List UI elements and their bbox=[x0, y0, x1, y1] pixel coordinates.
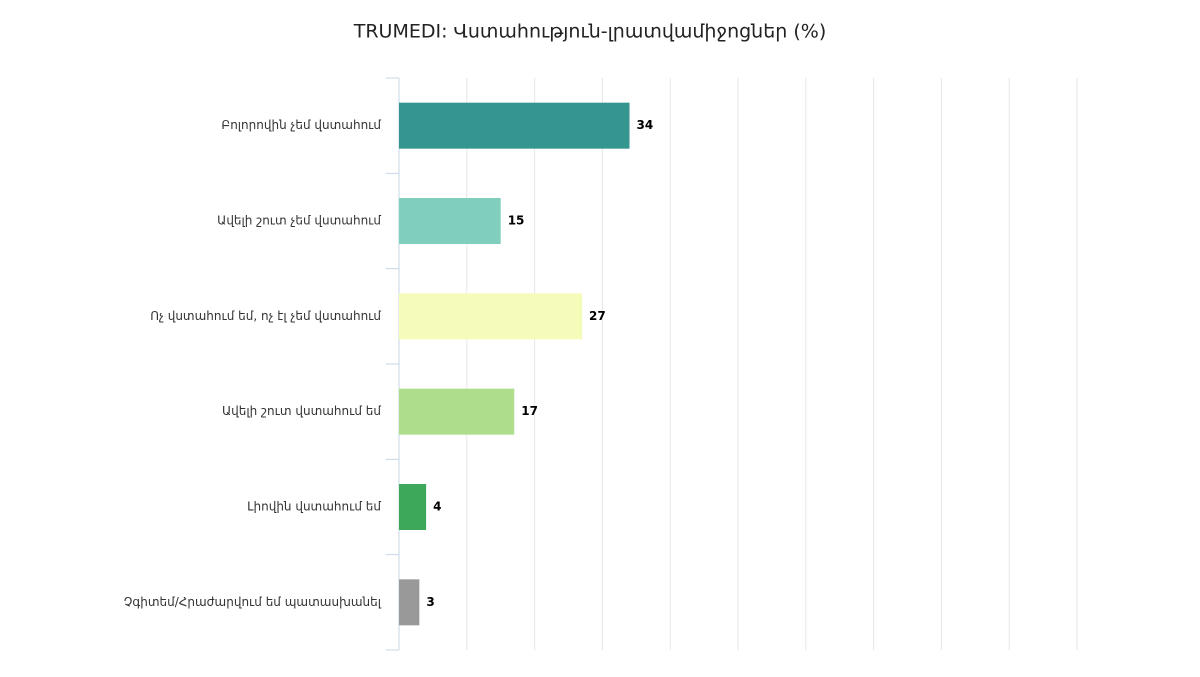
bar bbox=[399, 102, 630, 149]
data-label: 3 bbox=[426, 595, 434, 609]
bar bbox=[399, 388, 515, 435]
data-label: 17 bbox=[521, 404, 538, 418]
y-tick-label: Չգիտեմ/Հրաժարվում եմ պատասխանել bbox=[124, 595, 382, 609]
bar bbox=[399, 198, 501, 244]
bar bbox=[399, 484, 427, 530]
y-tick-label: Բոլորովին չեմ վստահում bbox=[221, 118, 381, 132]
y-tick-label: Ավելի շուտ վստահում եմ bbox=[222, 404, 381, 418]
data-label: 15 bbox=[508, 214, 525, 228]
y-tick-label: Ավելի շուտ չեմ վստահում bbox=[217, 214, 381, 228]
bar bbox=[399, 293, 583, 340]
y-tick-label: Ոչ վստահում եմ, ոչ էլ չեմ վստահում bbox=[150, 309, 381, 323]
chart-title: TRUMEDI: Վստահություն-լրատվամիջոցներ (%) bbox=[353, 21, 826, 43]
bar bbox=[399, 579, 420, 626]
data-label: 4 bbox=[433, 500, 441, 514]
data-label: 34 bbox=[637, 118, 654, 132]
y-tick-label: Լիովին վստահում եմ bbox=[247, 500, 381, 514]
data-label: 27 bbox=[589, 309, 606, 323]
